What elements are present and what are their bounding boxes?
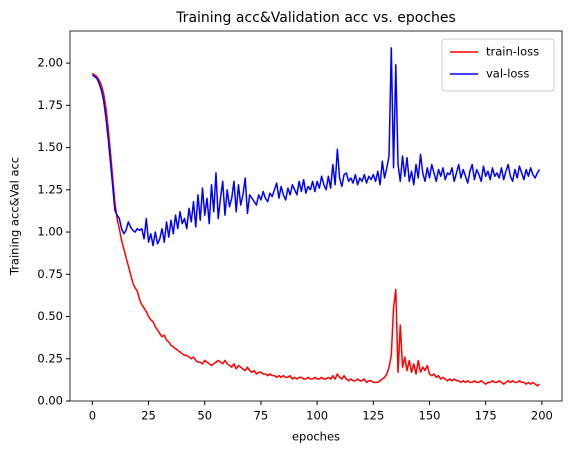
x-tick-label: 200 — [531, 409, 553, 423]
line-series — [91, 47, 541, 247]
x-tick-label: 0 — [89, 409, 96, 423]
x-tick-label: 75 — [254, 409, 269, 423]
y-tick-label: 1.00 — [37, 225, 63, 239]
y-tick-label: 1.50 — [37, 140, 63, 154]
y-tick-label: 0.75 — [37, 267, 63, 281]
x-tick-label: 175 — [475, 409, 497, 423]
legend-label: train-loss — [486, 45, 539, 59]
x-tick-label: 100 — [306, 409, 328, 423]
y-tick-label: 1.75 — [37, 98, 63, 112]
y-tick-label: 0.50 — [37, 309, 63, 323]
plot-frame — [69, 30, 563, 402]
y-tick-label: 2.00 — [37, 56, 63, 70]
chart-title: Training acc&Validation acc vs. epoches — [175, 10, 456, 26]
y-axis-label: Training acc&Val acc — [8, 157, 22, 276]
legend-label: val-loss — [486, 67, 529, 81]
x-tick-label: 50 — [197, 409, 212, 423]
y-tick-label: 1.25 — [37, 182, 63, 196]
line-series — [91, 72, 541, 387]
y-tick-label: 0.00 — [37, 394, 63, 408]
x-axis-label: epoches — [292, 430, 340, 444]
x-tick-label: 25 — [141, 409, 156, 423]
x-tick-label: 125 — [362, 409, 384, 423]
y-tick-label: 0.25 — [37, 351, 63, 365]
x-tick-label: 150 — [419, 409, 441, 423]
